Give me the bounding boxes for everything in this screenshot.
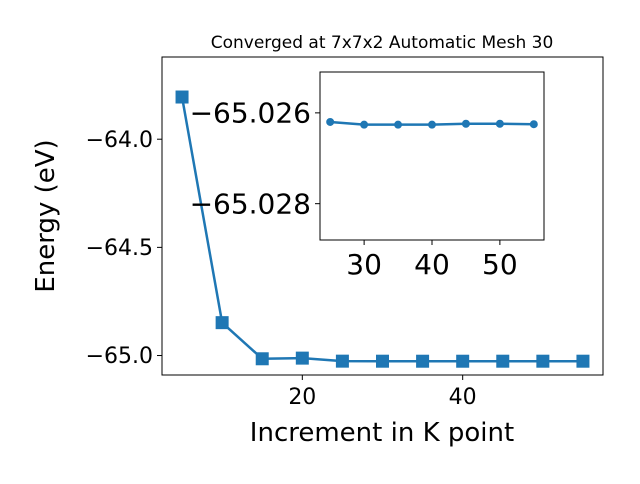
main-data-point [576, 354, 590, 368]
main-data-point [335, 354, 349, 368]
main-data-point [295, 351, 309, 365]
inset-data-point [326, 117, 335, 126]
main-y-tick-label: −64.5 [86, 236, 153, 261]
main-x-ticks: 20 40 [288, 375, 477, 410]
inset-data-point [428, 120, 436, 129]
inset-data-point [360, 120, 369, 129]
main-y-ticks: −65.0 −64.5 −64.0 [86, 128, 162, 369]
main-data-point [255, 352, 269, 366]
main-y-tick-label: −64.0 [86, 128, 153, 153]
chart-title: Converged at 7x7x2 Automatic Mesh 30 [211, 33, 554, 53]
inset-data-point [394, 120, 403, 129]
inset-y-ticks: −65.028 −65.026 [190, 97, 320, 220]
main-data-point [456, 354, 470, 368]
inset-plot-area [319, 71, 545, 241]
x-axis-label: Increment in K point [250, 418, 514, 448]
main-data-point [416, 354, 430, 368]
main-data-point [376, 354, 389, 368]
inset-series [326, 117, 538, 129]
main-series [175, 90, 590, 368]
inset-data-point [461, 119, 470, 128]
inset-y-tick-label: −65.028 [190, 187, 311, 220]
main-y-tick-label: −65.0 [86, 344, 153, 369]
inset-x-tick-label: 30 [346, 248, 382, 281]
main-data-point [175, 90, 189, 104]
main-x-tick-label: 40 [449, 385, 477, 410]
y-axis-label: Energy (eV) [31, 139, 61, 292]
inset-x-tick-label: 40 [414, 248, 450, 281]
inset-data-point [529, 120, 538, 129]
main-data-point [536, 354, 550, 368]
main-data-point [215, 316, 229, 330]
inset-y-tick-label: −65.026 [190, 97, 311, 130]
main-x-tick-label: 20 [288, 385, 316, 410]
inset-x-ticks: 30 40 50 [346, 240, 518, 281]
inset-x-tick-label: 50 [482, 248, 518, 281]
inset-data-point [495, 119, 504, 128]
main-data-point [496, 354, 510, 368]
